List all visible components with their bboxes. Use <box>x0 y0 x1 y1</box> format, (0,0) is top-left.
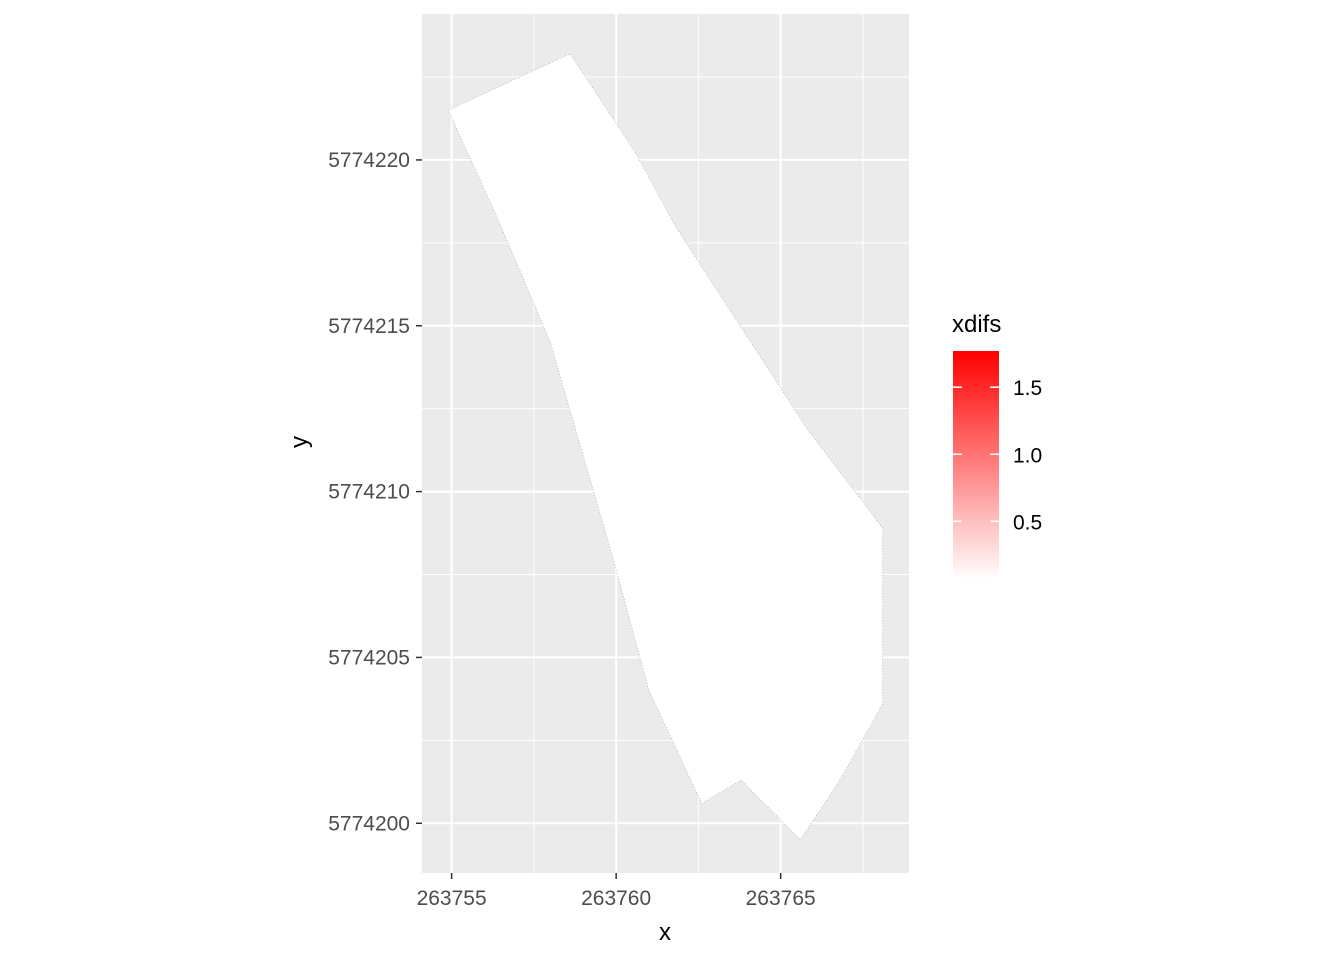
legend-break-label: 0.5 <box>1013 511 1042 534</box>
x-tick-label: 263755 <box>417 887 487 910</box>
x-tick-label: 263765 <box>746 887 816 910</box>
y-tick-label: 5774205 <box>328 646 410 669</box>
y-tick-label: 5774210 <box>328 481 410 504</box>
x-tick-label: 263760 <box>581 887 651 910</box>
x-axis-title: x <box>659 919 671 946</box>
y-axis-title: y <box>286 436 313 448</box>
legend-ticks: 0.5 1.0 1.5 <box>953 377 1042 534</box>
raster-fill-region <box>447 53 883 841</box>
y-tick-label: 5774215 <box>328 315 410 338</box>
y-tick-label: 5774200 <box>328 812 410 835</box>
y-axis: 5774200 5774205 5774210 5774215 5774220 <box>328 149 422 835</box>
legend-break-label: 1.0 <box>1013 444 1042 467</box>
x-axis: 263755 263760 263765 <box>417 873 816 910</box>
legend: xdifs 0.5 1.0 1.5 <box>952 311 1042 579</box>
legend-colorbar <box>953 351 999 579</box>
legend-title: xdifs <box>952 311 1001 338</box>
legend-break-label: 1.5 <box>1013 377 1042 400</box>
y-tick-label: 5774220 <box>328 149 410 172</box>
